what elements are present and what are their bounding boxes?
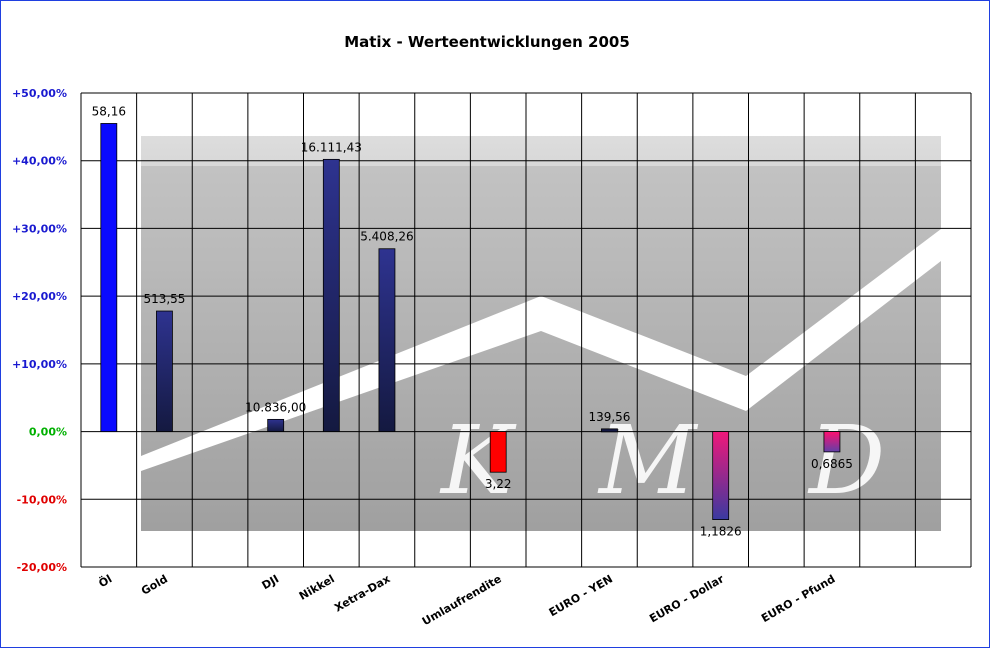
bar-9 — [601, 428, 618, 433]
data-label-13: 0,6865 — [811, 457, 853, 471]
x-category-label-0: Öl — [96, 571, 114, 590]
x-category-label-3: DJI — [260, 572, 282, 592]
data-label-1: 513,55 — [143, 292, 185, 306]
data-label-9: 139,56 — [588, 410, 630, 424]
data-label-5: 5.408,26 — [360, 230, 413, 244]
x-category-label-11: EURO - Dollar — [647, 572, 726, 625]
x-category-label-1: Gold — [139, 572, 170, 597]
y-tick-label: +40,00% — [12, 155, 67, 168]
x-category-label-9: EURO - YEN — [547, 572, 615, 619]
data-label-0: 58,16 — [92, 104, 126, 118]
bar-3 — [267, 418, 285, 432]
chart-title: Matix - Werteentwicklungen 2005 — [344, 33, 630, 51]
bar-13 — [823, 431, 841, 453]
y-tick-label: +50,00% — [12, 87, 67, 100]
bar-1 — [156, 310, 173, 432]
x-category-label-13: EURO - Pfund — [759, 572, 837, 625]
watermark-letter-d: D — [807, 406, 885, 516]
y-axis: +50,00% +40,00% +30,00% +20,00% +10,00% 0,00%… — [12, 87, 67, 574]
data-label-4: 16.111,43 — [301, 140, 362, 154]
y-tick-label: +30,00% — [12, 222, 67, 235]
chart-bars — [100, 123, 841, 521]
bar-7 — [489, 431, 507, 473]
y-tick-label: 0,00% — [29, 426, 67, 439]
watermark-letter-m: M — [597, 406, 699, 516]
bar-4 — [322, 158, 340, 432]
bar-0 — [100, 123, 118, 432]
chart-grid — [80, 92, 972, 568]
data-labels: 58,16 513,55 10.836,00 16.111,43 5.408,26 3,2… — [92, 104, 853, 538]
y-tick-label: -20,00% — [17, 561, 67, 574]
data-label-11: 1,1826 — [700, 525, 742, 539]
bar-5 — [378, 248, 396, 432]
x-category-label-7: Umlaufrendite — [420, 572, 504, 628]
y-tick-label: +20,00% — [12, 290, 67, 303]
data-label-7: 3,22 — [485, 477, 512, 491]
bar-11 — [712, 431, 730, 521]
watermark-logo: K M D — [141, 136, 941, 531]
y-tick-label: -10,00% — [17, 493, 67, 506]
y-tick-label: +10,00% — [12, 358, 67, 371]
x-category-label-4: Nikkel — [297, 572, 337, 603]
data-label-3: 10.836,00 — [245, 400, 306, 414]
x-category-label-5: Xetra-Dax — [332, 572, 392, 614]
